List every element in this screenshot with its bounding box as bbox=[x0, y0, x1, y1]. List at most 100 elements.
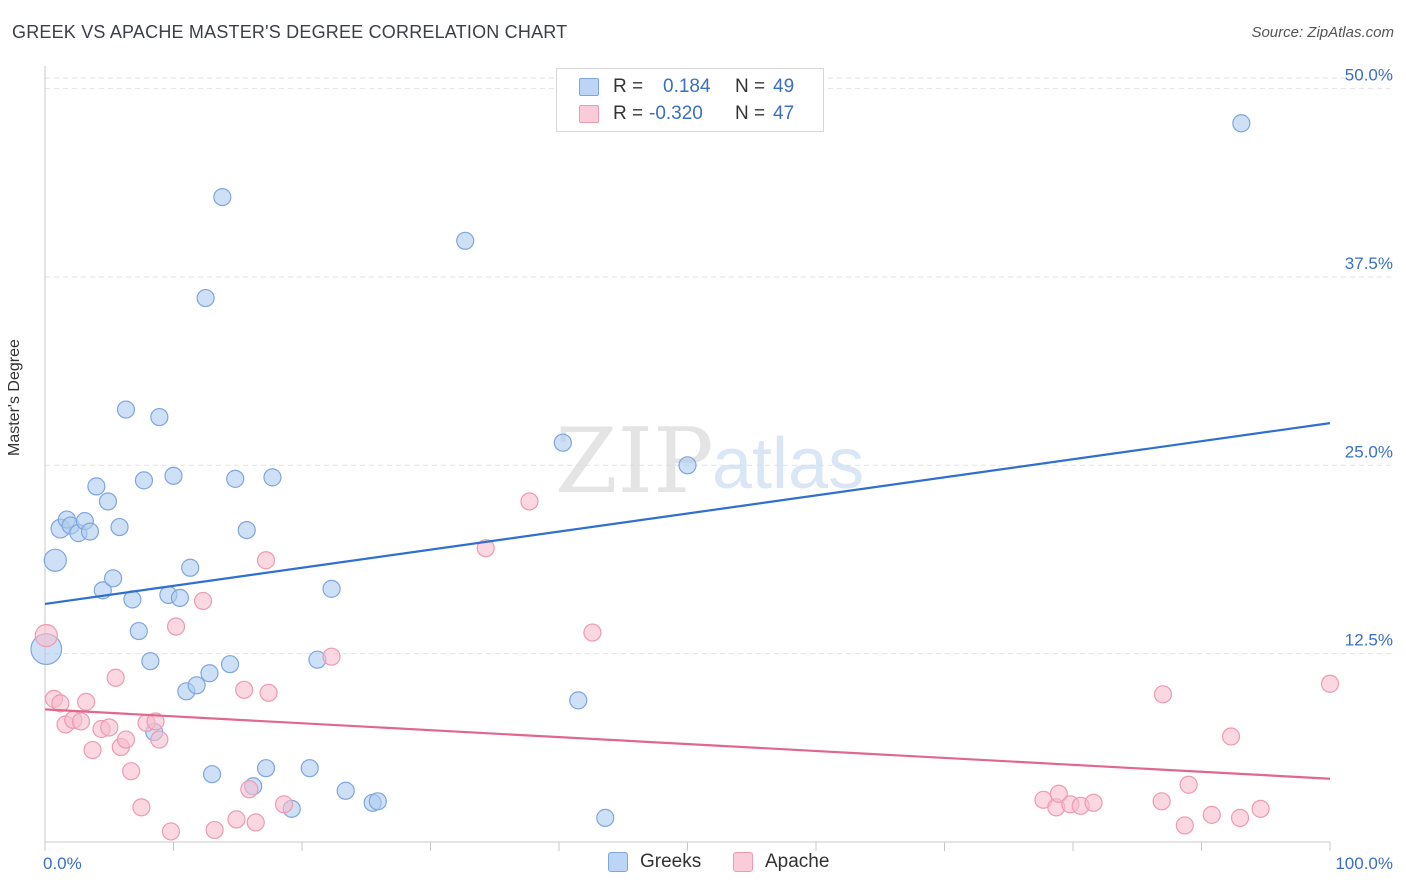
greeks-point bbox=[134, 471, 154, 490]
apache-point bbox=[83, 740, 102, 760]
r-value: 0.184 bbox=[663, 76, 711, 97]
y-tick-label: 50.0% bbox=[1345, 66, 1393, 85]
legend-row-greeks: R = 0.184 N = 49 bbox=[579, 75, 794, 99]
y-tick-label: 37.5% bbox=[1345, 254, 1393, 273]
greeks-point bbox=[116, 400, 136, 419]
apache-legend-swatch bbox=[733, 852, 753, 872]
axes bbox=[44, 66, 1331, 851]
r-label: R = bbox=[613, 103, 644, 124]
r-label: R = bbox=[613, 76, 644, 97]
apache-point bbox=[71, 712, 91, 731]
apache-point bbox=[256, 551, 276, 570]
n-label: N = bbox=[735, 76, 766, 97]
apache-point bbox=[1320, 674, 1340, 693]
apache-point bbox=[227, 810, 246, 829]
greeks-point bbox=[200, 664, 219, 683]
n-value: 47 bbox=[773, 103, 795, 124]
gridlines bbox=[45, 77, 1392, 655]
x-tick-label: 100.0% bbox=[1335, 854, 1393, 873]
apache-point bbox=[1049, 784, 1068, 803]
apache-point bbox=[1152, 792, 1171, 811]
greeks-point bbox=[98, 492, 118, 511]
apache-point bbox=[1175, 816, 1194, 835]
greeks-trend-line bbox=[44, 422, 1331, 606]
apache-points bbox=[34, 492, 1340, 841]
greeks-point bbox=[596, 808, 615, 827]
apache-point bbox=[1084, 793, 1103, 812]
apache-point bbox=[322, 647, 341, 666]
apache-point bbox=[34, 623, 58, 648]
greeks-point bbox=[213, 187, 232, 207]
greeks-point bbox=[181, 558, 200, 577]
apache-trend-line bbox=[44, 708, 1331, 780]
greeks-point bbox=[237, 520, 256, 540]
legend-row-apache: R = -0.320 N = 47 bbox=[579, 102, 794, 126]
legend-item-greeks: Greeks bbox=[608, 851, 701, 873]
apache-point bbox=[51, 694, 70, 713]
apache-point bbox=[121, 762, 141, 781]
greeks-point bbox=[196, 288, 215, 308]
greeks-point bbox=[43, 548, 67, 572]
apache-point bbox=[116, 730, 136, 749]
apache-point bbox=[161, 822, 181, 841]
y-tick-label: 12.5% bbox=[1345, 631, 1393, 650]
greeks-point bbox=[202, 765, 222, 784]
source-label: Source: ZipAtlas.com bbox=[1251, 24, 1394, 41]
greeks-point bbox=[80, 522, 100, 541]
greeks-point bbox=[553, 433, 572, 452]
greeks-legend-label: Greeks bbox=[640, 851, 702, 872]
apache-point bbox=[132, 798, 151, 817]
legend-item-apache: Apache bbox=[733, 851, 829, 873]
apache-point bbox=[193, 591, 213, 611]
apache-point bbox=[166, 617, 186, 636]
y-tick-label: 25.0% bbox=[1345, 442, 1393, 461]
n-value: 49 bbox=[773, 76, 795, 97]
greeks-swatch bbox=[579, 78, 599, 96]
apache-point bbox=[106, 668, 125, 687]
greeks-point bbox=[164, 466, 183, 485]
apache-point bbox=[100, 718, 119, 737]
x-tick-label: 0.0% bbox=[43, 854, 82, 873]
greeks-point bbox=[678, 456, 697, 475]
apache-point bbox=[583, 623, 602, 642]
greeks-legend-swatch bbox=[608, 852, 628, 872]
greeks-point bbox=[220, 655, 240, 674]
greeks-point bbox=[263, 468, 282, 487]
trend-lines bbox=[44, 422, 1331, 780]
greeks-point bbox=[104, 569, 123, 588]
apache-point bbox=[1251, 799, 1270, 818]
watermark-atlas: atlas bbox=[712, 424, 864, 504]
n-label: N = bbox=[735, 103, 766, 124]
source-note: Source: ZipAtlas.com bbox=[1251, 24, 1394, 41]
apache-point bbox=[274, 795, 294, 814]
apache-point bbox=[1179, 775, 1198, 794]
apache-point bbox=[246, 813, 265, 832]
apache-point bbox=[1230, 808, 1250, 827]
greeks-point bbox=[322, 579, 341, 598]
greeks-point bbox=[1232, 114, 1251, 133]
apache-point bbox=[240, 780, 259, 799]
greeks-point bbox=[141, 652, 160, 671]
apache-point bbox=[1221, 727, 1241, 746]
greeks-point bbox=[87, 477, 106, 496]
greeks-point bbox=[150, 407, 169, 427]
greeks-point bbox=[187, 676, 206, 695]
greeks-point bbox=[226, 469, 245, 488]
apache-swatch bbox=[579, 105, 599, 123]
apache-point bbox=[150, 730, 169, 749]
greeks-point bbox=[170, 588, 190, 607]
greeks-point bbox=[456, 231, 475, 250]
greeks-point bbox=[300, 759, 319, 778]
apache-point bbox=[520, 492, 539, 511]
apache-point bbox=[235, 680, 254, 699]
greeks-point bbox=[336, 781, 355, 800]
r-value: -0.320 bbox=[649, 103, 703, 124]
apache-point bbox=[259, 683, 278, 702]
apache-point bbox=[1202, 805, 1221, 824]
apache-legend-label: Apache bbox=[765, 851, 830, 872]
apache-point bbox=[1153, 685, 1173, 704]
greeks-point bbox=[110, 517, 129, 537]
greeks-point bbox=[129, 621, 148, 641]
apache-point bbox=[146, 712, 165, 731]
